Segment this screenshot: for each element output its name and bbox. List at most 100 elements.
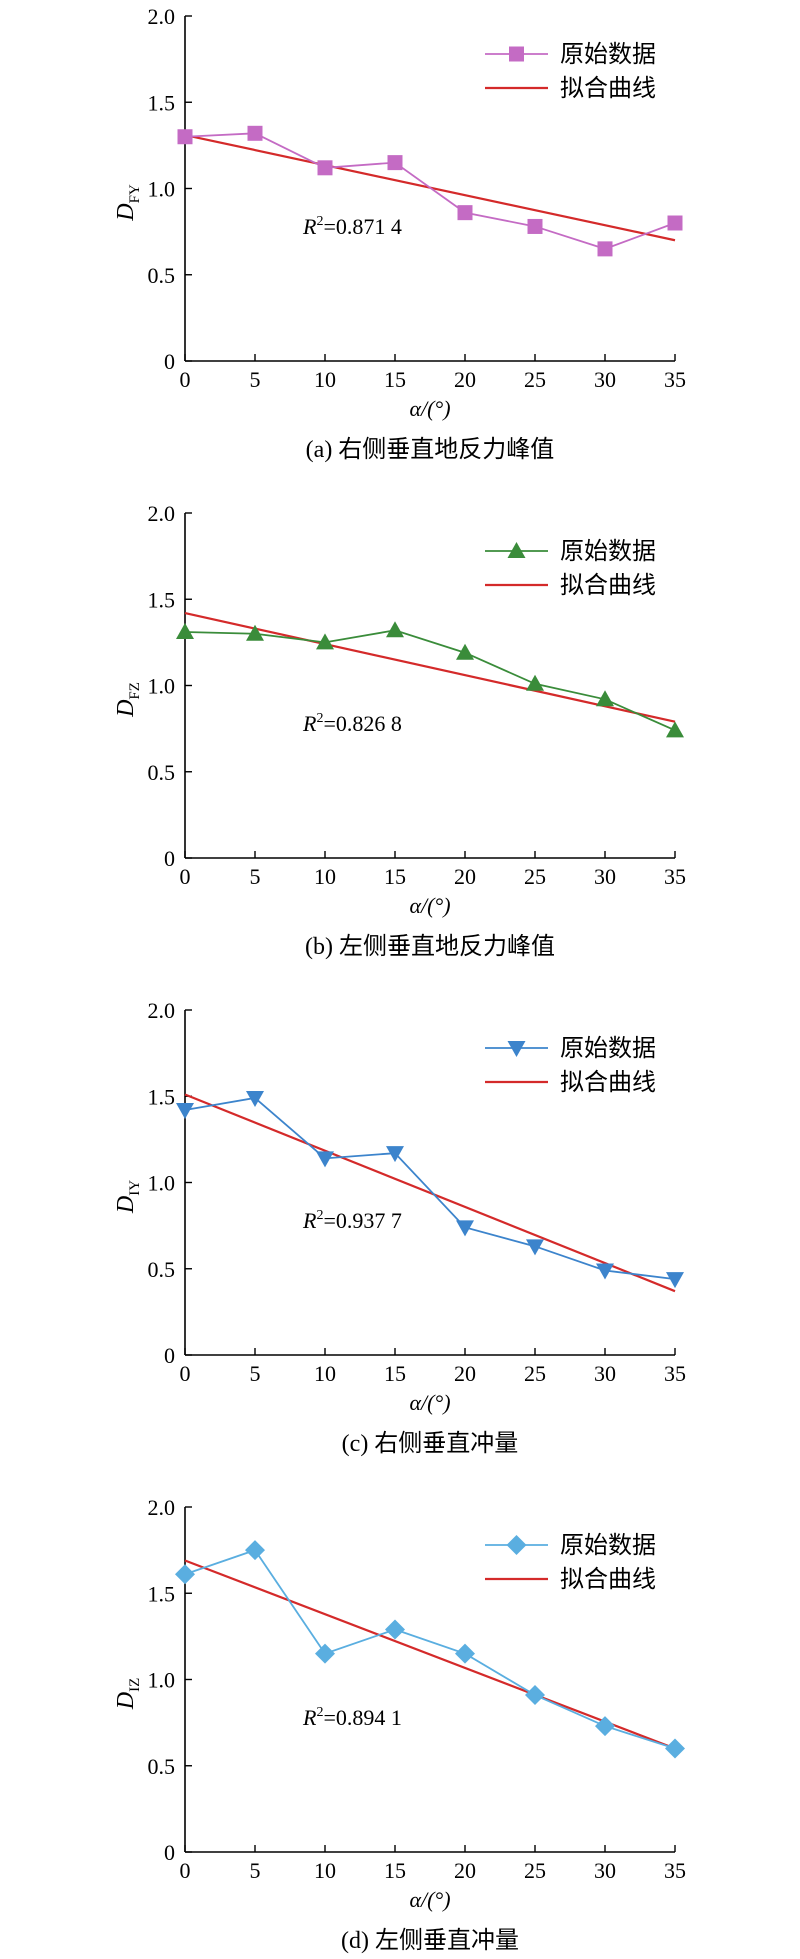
data-point — [597, 241, 613, 257]
x-tick-label: 25 — [524, 1361, 546, 1386]
data-point — [526, 674, 544, 691]
data-line — [184, 1097, 676, 1280]
data-point — [385, 1619, 405, 1640]
legend-data-marker — [509, 46, 524, 62]
legend-fit-label: 拟合曲线 — [560, 75, 656, 102]
x-axis-label: α/(°) — [409, 1390, 450, 1415]
r-squared-annotation: R2=0.937 7 — [302, 1208, 402, 1233]
x-axis-label: α/(°) — [409, 893, 450, 918]
x-tick-label: 5 — [250, 864, 261, 889]
data-point — [176, 1103, 194, 1120]
data-point — [246, 1090, 264, 1107]
x-tick-label: 15 — [384, 1361, 406, 1386]
panel-caption: (b) 左侧垂直地反力峰值 — [305, 933, 555, 960]
data-point — [387, 155, 403, 171]
x-tick-label: 35 — [664, 1858, 686, 1883]
fit-line — [184, 1559, 676, 1750]
data-point — [246, 624, 264, 641]
x-tick-label: 15 — [384, 864, 406, 889]
data-point — [666, 721, 684, 738]
r-squared-value: =0.937 7 — [323, 1208, 401, 1233]
r-squared-annotation: R2=0.871 4 — [302, 214, 402, 239]
r-squared-label: R — [302, 711, 317, 736]
data-point — [525, 1685, 545, 1706]
y-tick-label: 1.5 — [148, 1084, 176, 1109]
panel-caption: (d) 左侧垂直冲量 — [341, 1927, 519, 1954]
fit-line — [184, 611, 676, 723]
data-point — [526, 1239, 544, 1256]
panel-caption: (c) 右侧垂直冲量 — [342, 1430, 519, 1457]
data-line — [184, 629, 676, 732]
data-point — [177, 129, 193, 145]
x-axis-label: α/(°) — [409, 1887, 450, 1912]
r-squared-annotation: R2=0.826 8 — [302, 711, 402, 736]
data-line — [184, 1549, 676, 1750]
data-point — [595, 1716, 615, 1737]
r-squared-value: =0.894 1 — [323, 1705, 401, 1730]
x-tick-label: 0 — [180, 1361, 191, 1386]
y-axis-label-sub: IY — [127, 1180, 143, 1196]
y-tick-label: 1.5 — [148, 90, 176, 115]
x-tick-label: 15 — [384, 367, 406, 392]
x-tick-label: 35 — [664, 1361, 686, 1386]
data-point — [456, 643, 474, 660]
legend-data-label: 原始数据 — [560, 1035, 656, 1062]
y-axis-label: DIY — [113, 1180, 143, 1214]
y-tick-label: 2.0 — [148, 501, 176, 526]
y-tick-label: 1.0 — [148, 1171, 176, 1196]
y-axis-label: DFZ — [113, 682, 143, 718]
x-tick-label: 35 — [664, 367, 686, 392]
data-point — [316, 633, 334, 650]
x-tick-label: 10 — [314, 367, 336, 392]
x-tick-label: 0 — [180, 864, 191, 889]
legend-fit-label: 拟合曲线 — [560, 1069, 656, 1096]
y-tick-label: 0.5 — [148, 1257, 176, 1282]
r-squared-label: R — [302, 1208, 317, 1233]
data-line — [184, 132, 676, 250]
legend-data-marker — [507, 542, 526, 558]
x-tick-label: 10 — [314, 1858, 336, 1883]
y-axis-label-sub: FZ — [127, 682, 143, 700]
r-squared-sup: 2 — [316, 1208, 323, 1223]
data-point — [176, 623, 194, 640]
x-tick-label: 0 — [180, 1858, 191, 1883]
r-squared-value: =0.871 4 — [323, 214, 401, 239]
y-axis-label-main: D — [113, 1196, 139, 1214]
r-squared-annotation: R2=0.894 1 — [302, 1705, 402, 1730]
x-tick-label: 25 — [524, 864, 546, 889]
data-point — [316, 1151, 334, 1168]
y-tick-label: 1.5 — [148, 1581, 176, 1606]
y-tick-label: 0.5 — [148, 760, 176, 785]
r-squared-sup: 2 — [316, 214, 323, 229]
r-squared-sup: 2 — [316, 1705, 323, 1720]
legend-data-label: 原始数据 — [560, 41, 656, 68]
x-tick-label: 10 — [314, 864, 336, 889]
y-tick-label: 0 — [164, 1840, 175, 1865]
data-point — [315, 1643, 335, 1664]
data-point — [527, 218, 543, 234]
y-axis-label: DFY — [113, 184, 143, 222]
x-tick-label: 25 — [524, 1858, 546, 1883]
y-axis-label-sub: IZ — [127, 1678, 143, 1692]
x-tick-label: 15 — [384, 1858, 406, 1883]
data-point — [247, 125, 263, 141]
y-tick-label: 0 — [164, 1343, 175, 1368]
legend-data-marker — [506, 1535, 527, 1555]
data-point — [386, 621, 404, 638]
legend-fit-label: 拟合曲线 — [560, 572, 656, 599]
y-tick-label: 1.0 — [148, 1668, 176, 1693]
legend-data-label: 原始数据 — [560, 538, 656, 565]
data-point — [386, 1146, 404, 1163]
data-point — [455, 1643, 475, 1664]
r-squared-sup: 2 — [316, 711, 323, 726]
chart-panel-a: 0 0.5 1.0 1.5 2.0 0 5 10 15 20 25 30 35 α/(°) DFY 原始数据拟… — [113, 4, 686, 463]
y-axis-label: DIZ — [113, 1678, 143, 1711]
panel-caption: (a) 右侧垂直地反力峰值 — [306, 436, 555, 463]
y-tick-label: 2.0 — [148, 998, 176, 1023]
x-tick-label: 35 — [664, 864, 686, 889]
data-point — [667, 215, 683, 231]
x-tick-label: 25 — [524, 367, 546, 392]
x-tick-label: 5 — [250, 1858, 261, 1883]
legend-data-marker — [507, 1041, 526, 1057]
